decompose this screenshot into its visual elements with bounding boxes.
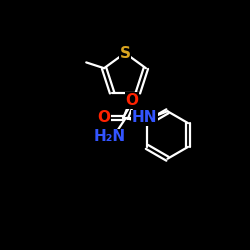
Text: O: O [98,110,111,125]
Text: O: O [126,93,138,108]
Text: S: S [120,46,130,60]
Text: HN: HN [132,110,157,125]
Text: H₂N: H₂N [93,130,126,144]
